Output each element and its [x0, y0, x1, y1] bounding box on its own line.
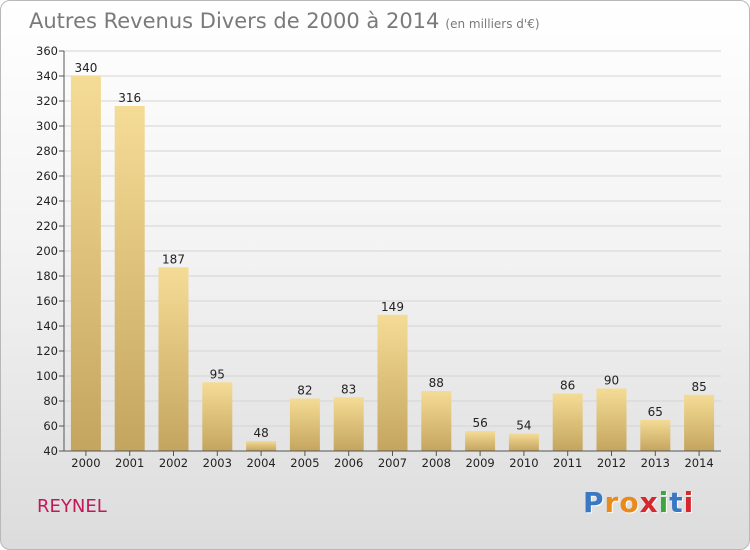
- y-tick-label: 160: [36, 294, 58, 308]
- value-label-2008: 88: [429, 376, 444, 390]
- proxiti-logo: Proxiti: [583, 486, 694, 519]
- bar-2010: [508, 433, 539, 451]
- value-label-2010: 54: [516, 419, 531, 433]
- logo-letter: i: [658, 486, 670, 519]
- title-unit: (en milliers d'€): [445, 17, 540, 31]
- value-label-2006: 83: [341, 382, 356, 396]
- bar-2009: [465, 431, 496, 451]
- value-label-2004: 48: [253, 426, 268, 440]
- y-tick-label: 220: [36, 219, 58, 233]
- bar-2012: [596, 388, 627, 451]
- y-tick-label: 340: [36, 69, 58, 83]
- x-tick-label-2004: 2004: [246, 456, 275, 470]
- bar-2008: [421, 391, 452, 451]
- logo-letter: r: [604, 486, 620, 519]
- value-label-2000: 340: [74, 61, 97, 75]
- y-tick-label: 60: [43, 419, 58, 433]
- x-tick-label-2012: 2012: [597, 456, 626, 470]
- bar-2006: [333, 397, 364, 451]
- bar-2011: [552, 393, 583, 451]
- value-label-2009: 56: [472, 416, 487, 430]
- y-tick-label: 100: [36, 369, 58, 383]
- y-tick-label: 320: [36, 94, 58, 108]
- bar-2013: [640, 419, 671, 451]
- title-text: Autres Revenus Divers de 2000 à 2014: [29, 9, 440, 33]
- value-label-2014: 85: [691, 380, 706, 394]
- value-label-2011: 86: [560, 379, 575, 393]
- bar-2000: [70, 76, 101, 451]
- y-tick-label: 280: [36, 144, 58, 158]
- value-label-2012: 90: [604, 374, 619, 388]
- value-label-2002: 187: [162, 252, 185, 266]
- bar-2003: [202, 382, 233, 451]
- value-label-2003: 95: [210, 367, 225, 381]
- y-tick-label: 300: [36, 119, 58, 133]
- x-tick-label-2006: 2006: [334, 456, 363, 470]
- logo-letter: o: [619, 486, 640, 519]
- y-tick-label: 40: [43, 444, 58, 458]
- value-label-2013: 65: [648, 405, 663, 419]
- x-tick-label-2011: 2011: [553, 456, 582, 470]
- logo-letter: i: [683, 486, 695, 519]
- y-tick-label: 240: [36, 194, 58, 208]
- value-label-2007: 149: [381, 300, 404, 314]
- bars: 340 316 187 95 48 82 83 149 88 56 54 86 90 65 85: [70, 61, 715, 451]
- x-tick-label-2010: 2010: [509, 456, 538, 470]
- x-tick-label-2002: 2002: [159, 456, 188, 470]
- axes: 40 60 80 100 120 140 160 180 200 220 240 260 280 300 3…: [36, 44, 721, 470]
- x-tick-label-2014: 2014: [684, 456, 713, 470]
- logo-letter: P: [583, 486, 605, 519]
- logo-letter: x: [639, 486, 659, 519]
- chart-title: Autres Revenus Divers de 2000 à 2014 (en …: [29, 9, 540, 33]
- x-tick-label-2000: 2000: [71, 456, 100, 470]
- x-tick-label-2013: 2013: [641, 456, 670, 470]
- bar-2004: [246, 441, 277, 451]
- y-tick-label: 260: [36, 169, 58, 183]
- location-label: REYNEL: [37, 496, 107, 517]
- y-tick-label: 80: [43, 394, 58, 408]
- x-tick-label-2007: 2007: [378, 456, 407, 470]
- bar-2014: [684, 394, 715, 451]
- y-tick-label: 140: [36, 319, 58, 333]
- bar-2001: [114, 106, 145, 451]
- logo-letter: t: [669, 486, 684, 519]
- value-label-2001: 316: [118, 91, 141, 105]
- bar-2007: [377, 314, 408, 451]
- bar-2005: [289, 398, 320, 451]
- y-tick-label: 120: [36, 344, 58, 358]
- y-tick-label: 360: [36, 44, 58, 58]
- y-tick-label: 180: [36, 269, 58, 283]
- x-tick-label-2001: 2001: [115, 456, 144, 470]
- x-tick-label-2008: 2008: [422, 456, 451, 470]
- value-label-2005: 82: [297, 384, 312, 398]
- x-tick-label-2009: 2009: [465, 456, 494, 470]
- x-tick-label-2005: 2005: [290, 456, 319, 470]
- x-tick-label-2003: 2003: [203, 456, 232, 470]
- y-tick-label: 200: [36, 244, 58, 258]
- bar-2002: [158, 267, 189, 451]
